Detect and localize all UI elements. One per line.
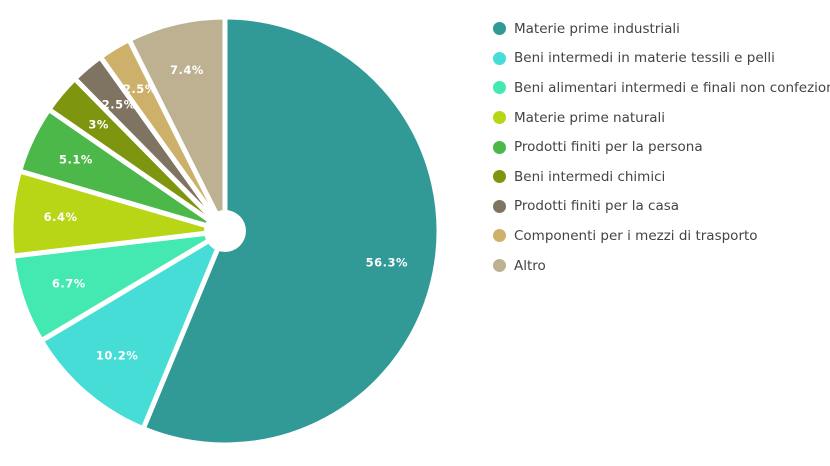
slice-value-label-0: 56.3% bbox=[366, 256, 408, 270]
legend-label: Beni intermedi chimici bbox=[514, 168, 666, 185]
slice-value-label-1: 10.2% bbox=[96, 348, 138, 362]
slice-value-label-2: 6.7% bbox=[52, 277, 86, 291]
legend-swatch-icon bbox=[493, 170, 506, 184]
legend-swatch-icon bbox=[493, 22, 506, 36]
pie-center-hole bbox=[204, 210, 246, 252]
chart-legend: Materie prime industriali Beni intermedi … bbox=[493, 14, 830, 280]
legend-item-7[interactable]: Componenti per i mezzi di trasporto bbox=[493, 221, 830, 251]
slice-value-label-5: 3% bbox=[88, 117, 109, 131]
legend-swatch-icon bbox=[493, 51, 506, 65]
legend-item-5[interactable]: Beni intermedi chimici bbox=[493, 162, 830, 192]
legend-item-3[interactable]: Materie prime naturali bbox=[493, 103, 830, 133]
legend-label: Beni alimentari intermedi e finali non c… bbox=[514, 79, 830, 96]
pie-slice-1 bbox=[38, 228, 228, 432]
legend-item-8[interactable]: Altro bbox=[493, 251, 830, 281]
legend-swatch-icon bbox=[493, 111, 506, 125]
slice-value-label-3: 6.4% bbox=[44, 210, 78, 224]
legend-swatch-icon bbox=[493, 140, 506, 154]
legend-label: Materie prime industriali bbox=[514, 20, 680, 37]
slice-value-label-8: 7.4% bbox=[170, 63, 204, 77]
legend-label: Materie prime naturali bbox=[514, 109, 666, 126]
pie-slices bbox=[8, 14, 442, 448]
legend-label: Componenti per i mezzi di trasporto bbox=[514, 227, 758, 244]
legend-label: Prodotti finiti per la persona bbox=[514, 139, 703, 156]
legend-swatch-icon bbox=[493, 229, 506, 243]
pie-labels: 56.3% 10.2% 6.7% 6.4% 5.1% 3% 2.5%2.5% 7.4% bbox=[44, 63, 408, 362]
legend-swatch-icon bbox=[493, 199, 506, 213]
slice-value-label-6: 2.5% bbox=[102, 97, 136, 111]
legend-item-1[interactable]: Beni intermedi in materie tessili e pell… bbox=[493, 44, 830, 74]
legend-label: Altro bbox=[514, 257, 546, 274]
legend-swatch-icon bbox=[493, 259, 506, 273]
legend-swatch-icon bbox=[493, 81, 506, 95]
slice-value-label-4: 5.1% bbox=[59, 153, 93, 167]
legend-label: Prodotti finiti per la casa bbox=[514, 198, 680, 215]
legend-item-6[interactable]: Prodotti finiti per la casa bbox=[493, 192, 830, 222]
legend-item-0[interactable]: Materie prime industriali bbox=[493, 14, 830, 44]
legend-label: Beni intermedi in materie tessili e pell… bbox=[514, 50, 775, 67]
pie-slice-0 bbox=[140, 14, 442, 448]
pie-slice-8 bbox=[126, 14, 228, 234]
legend-item-2[interactable]: Beni alimentari intermedi e finali non c… bbox=[493, 73, 830, 103]
slice-value-label-7: 2.5% bbox=[123, 82, 157, 96]
legend-item-4[interactable]: Prodotti finiti per la persona bbox=[493, 132, 830, 162]
